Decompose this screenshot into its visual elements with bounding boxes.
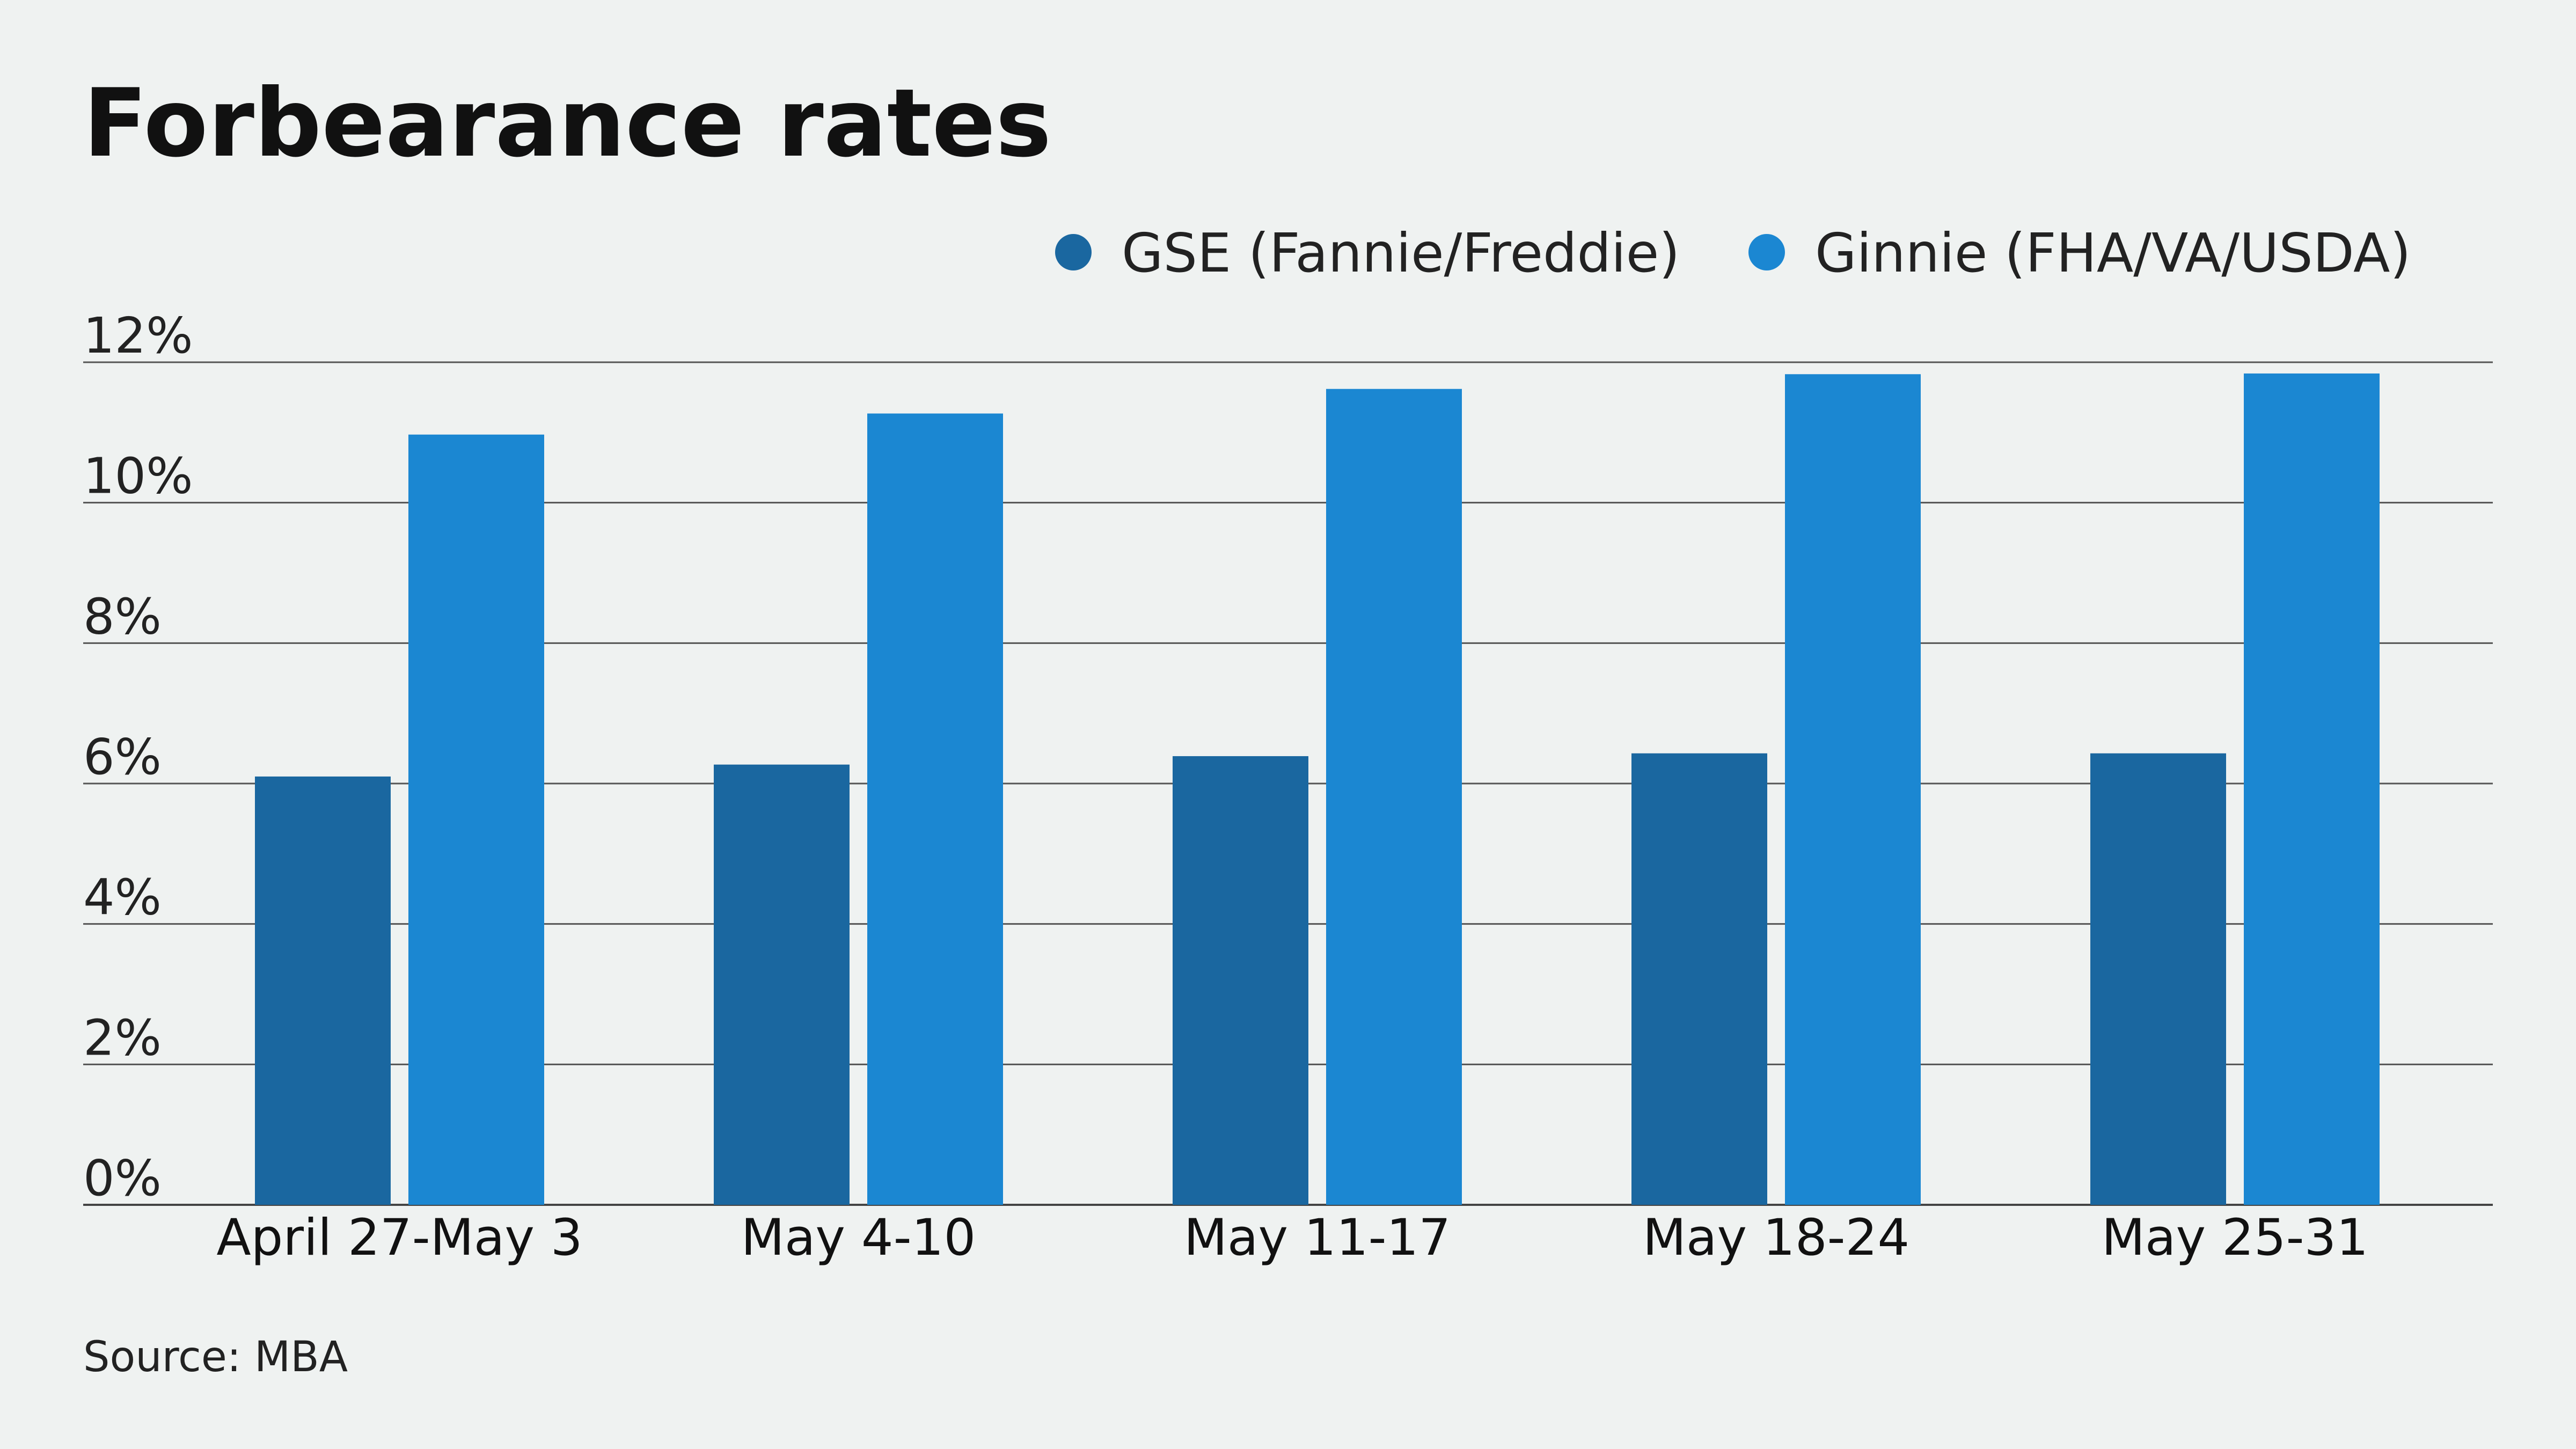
legend-label: Ginnie (FHA/VA/USDA) xyxy=(1815,222,2411,284)
bar-gse xyxy=(2090,753,2226,1205)
x-category-label: May 25-31 xyxy=(2102,1209,2368,1267)
bar-ginnie xyxy=(867,413,1003,1205)
x-category-label: April 27-May 3 xyxy=(216,1209,582,1267)
y-tick-label: 4% xyxy=(83,869,162,926)
y-tick-label: 0% xyxy=(83,1150,162,1207)
bar-gse xyxy=(1173,756,1308,1205)
source-note: Source: MBA xyxy=(83,1333,348,1381)
y-tick-label: 10% xyxy=(83,448,193,505)
chart-title: Forbearance rates xyxy=(83,69,1051,178)
x-category-label: May 18-24 xyxy=(1643,1209,1909,1267)
y-tick-label: 6% xyxy=(83,728,162,786)
bar-ginnie xyxy=(1785,374,1921,1205)
bar-gse xyxy=(714,764,850,1205)
y-tick-label: 2% xyxy=(83,1009,162,1066)
bars xyxy=(255,373,2380,1205)
bar-gse xyxy=(1631,753,1767,1205)
bar-ginnie xyxy=(2244,373,2380,1205)
x-category-label: May 4-10 xyxy=(741,1209,976,1267)
x-axis-category-labels: April 27-May 3 May 4-10 May 11-17 May 18-24… xyxy=(216,1209,2368,1267)
bar-ginnie xyxy=(1326,389,1462,1205)
y-tick-label: 12% xyxy=(83,307,193,364)
legend-label: GSE (Fannie/Freddie) xyxy=(1122,222,1680,284)
y-tick-label: 8% xyxy=(83,588,162,645)
bar-ginnie xyxy=(408,434,544,1205)
x-category-label: May 11-17 xyxy=(1184,1209,1451,1267)
y-axis-tick-labels: 0% 2% 4% 6% 8% 10% 12% xyxy=(83,307,193,1207)
legend: GSE (Fannie/Freddie) Ginnie (FHA/VA/USDA) xyxy=(1055,222,2411,284)
legend-marker xyxy=(1748,234,1785,270)
bar-gse xyxy=(255,776,391,1205)
legend-marker xyxy=(1055,234,1092,270)
